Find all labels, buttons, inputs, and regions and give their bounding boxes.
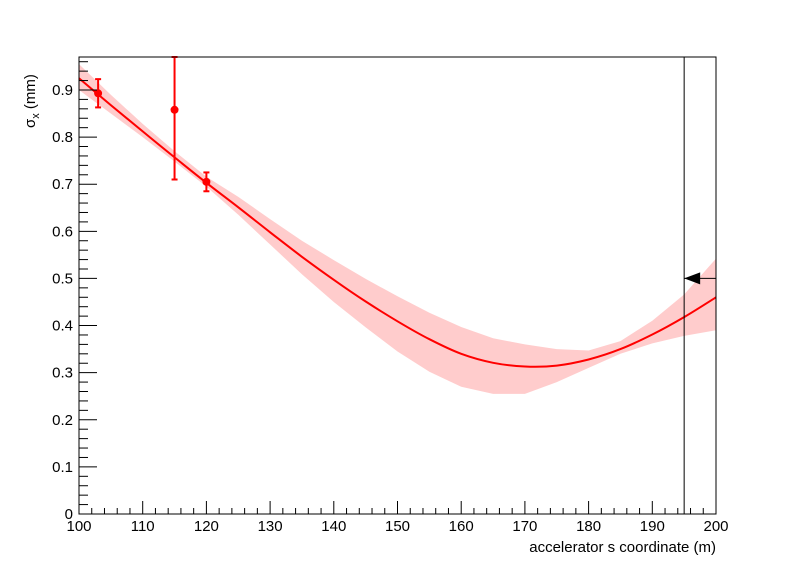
x-tick-label: 120 (194, 518, 219, 535)
x-axis-label: accelerator s coordinate (m) (529, 539, 716, 556)
y-tick-label: 0.6 (52, 223, 73, 240)
x-tick-label: 140 (321, 518, 346, 535)
x-tick-label: 170 (512, 518, 537, 535)
x-tick-label: 130 (258, 518, 283, 535)
data-point (202, 171, 211, 193)
x-tick-label: 150 (385, 518, 410, 535)
data-point-marker (94, 89, 103, 98)
y-axis-label-subscript: x (30, 113, 42, 119)
y-tick-label: 0.8 (52, 129, 73, 146)
y-tick-label: 0.1 (52, 459, 73, 476)
data-point (94, 78, 103, 109)
y-tick-label: 0.7 (52, 176, 73, 193)
y-tick-label: 0.2 (52, 412, 73, 429)
fit-curve (78, 77, 717, 368)
y-tick-label: 0.9 (52, 82, 73, 99)
x-tick-label: 190 (640, 518, 665, 535)
x-tick-label: 100 (66, 518, 91, 535)
error-band (79, 64, 716, 394)
y-axis-label-unit: (mm) (22, 74, 39, 113)
x-tick-label: 180 (576, 518, 601, 535)
x-tick-label: 110 (131, 518, 155, 535)
y-tick-label: 0 (65, 506, 73, 523)
y-tick-label: 0.3 (52, 365, 73, 382)
x-tick-label: 200 (703, 518, 728, 535)
x-tick-label: 160 (449, 518, 474, 535)
y-axis-label: σx (mm) (22, 74, 42, 128)
data-point-marker (202, 177, 211, 186)
y-tick-label: 0.5 (52, 270, 73, 287)
y-tick-label: 0.4 (52, 318, 73, 335)
y-axis-label-symbol: σ (22, 118, 39, 128)
data-point-marker (170, 105, 179, 114)
data-point (170, 56, 179, 181)
marker-arrow-head (684, 272, 701, 285)
